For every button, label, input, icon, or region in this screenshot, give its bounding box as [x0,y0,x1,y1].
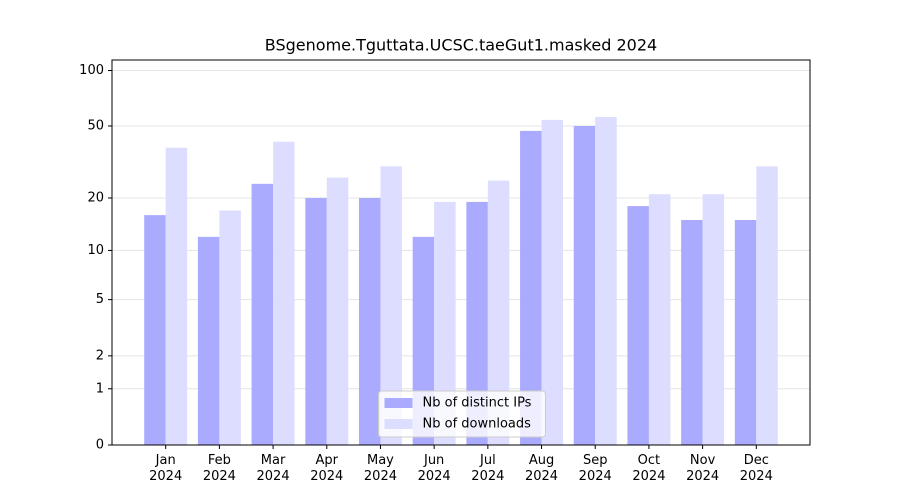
legend-swatch [384,398,413,408]
y-tick-label: 1 [96,381,104,396]
x-tick-label: Feb 2024 [202,453,236,484]
bar [627,206,649,445]
bar [756,166,778,445]
y-tick-label: 100 [79,63,104,78]
legend-label: Nb of downloads [423,417,532,432]
bar [702,194,725,445]
bar [734,220,757,445]
x-tick-label: Sep 2024 [578,453,612,484]
bar [573,125,596,446]
y-tick-label: 50 [87,118,104,133]
y-tick-label: 0 [96,438,104,453]
legend: Nb of distinct IPs Nb of downloads [378,390,546,438]
bar [165,147,188,446]
bar [326,177,349,445]
bar [681,220,703,445]
x-tick-label: Jan 2024 [149,453,183,484]
bar [520,130,542,445]
x-tick-label: Jul 2024 [471,453,505,484]
x-tick-label: May 2024 [363,453,397,484]
bar [305,197,327,445]
bar [434,201,456,445]
bar [541,119,564,445]
bar [251,183,274,445]
bar [487,180,510,445]
x-tick-label: Jun 2024 [417,453,451,484]
bar [273,141,295,446]
y-tick-label: 2 [96,348,104,363]
legend-swatch [384,419,413,429]
legend-box [378,390,546,438]
chart-title: BSgenome.Tguttata.UCSC.taeGut1.masked 20… [265,36,657,55]
x-tick-label: Mar 2024 [256,453,290,484]
bar [466,201,488,445]
bar [358,197,381,445]
x-tick-label: Aug 2024 [524,453,559,484]
y-tick-label: 5 [96,292,104,307]
y-tick-label: 20 [87,190,104,205]
bar [648,194,671,445]
bar [219,210,241,445]
plot-frame [111,59,811,446]
bar [144,215,166,445]
bar [197,236,220,445]
x-tick-label: Apr 2024 [310,453,344,484]
x-tick-label: Nov 2024 [686,453,720,484]
y-tick-label: 10 [87,243,104,258]
x-tick-label: Dec 2024 [739,453,773,484]
x-tick-label: Oct 2024 [632,453,666,484]
bar [380,166,402,445]
legend-label: Nb of distinct IPs [423,396,532,411]
bar [595,116,617,446]
